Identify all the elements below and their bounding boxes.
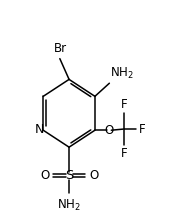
Text: S: S [65,169,73,182]
Text: O: O [89,169,98,182]
Text: Br: Br [54,42,67,55]
Text: O: O [105,124,114,137]
Text: F: F [120,147,127,161]
Text: O: O [40,169,49,182]
Text: F: F [120,98,127,111]
Text: F: F [139,123,145,136]
Text: NH$_2$: NH$_2$ [110,66,133,81]
Text: NH$_2$: NH$_2$ [57,198,81,213]
Text: N: N [34,123,44,136]
